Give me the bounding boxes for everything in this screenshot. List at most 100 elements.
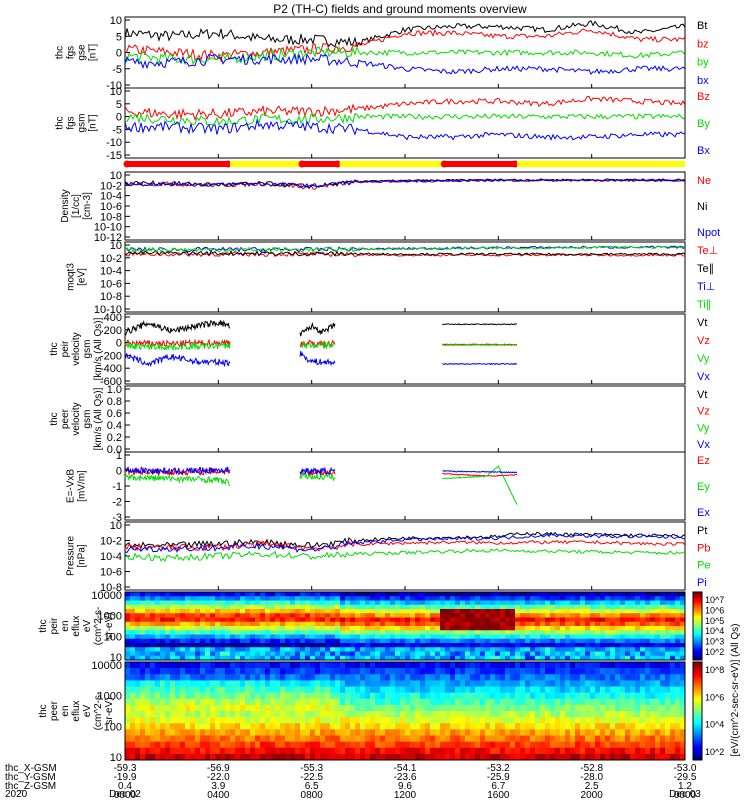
- peer_spec-cell: [470, 674, 476, 681]
- peer_spec-cell: [485, 723, 491, 730]
- peir_spec-cell: [520, 609, 526, 614]
- peer_spec-cell: [365, 680, 371, 687]
- peer_spec-cell: [645, 735, 651, 742]
- peir_spec-cell: [185, 655, 191, 661]
- peir_spec-cell: [210, 638, 216, 644]
- peir_spec-cell: [290, 600, 296, 606]
- peir_spec-cell: [535, 613, 541, 618]
- peir_spec-cell: [500, 617, 506, 623]
- peir_spec-cell: [600, 647, 606, 652]
- peir_spec-cell: [460, 630, 466, 635]
- peir_spec-cell: [230, 626, 236, 631]
- peir_spec-cell: [295, 651, 301, 657]
- peer_spec-cell: [290, 680, 296, 687]
- peer_spec-cell: [440, 717, 446, 724]
- peer_spec-cell: [495, 741, 501, 749]
- peir_spec-cell: [650, 621, 656, 627]
- peir_spec-cell: [420, 604, 426, 610]
- peir_spec-cell: [265, 596, 271, 601]
- peir_spec-cell: [190, 613, 196, 618]
- peer_spec-cell: [360, 668, 366, 675]
- peir_spec-cell: [610, 617, 616, 623]
- peir_spec-cell: [225, 651, 231, 657]
- peer_spec-cell: [415, 680, 421, 687]
- peir_spec-cell: [615, 621, 621, 627]
- peer_spec-cell: [220, 680, 226, 687]
- peir_spec-cell: [425, 630, 431, 635]
- peir_spec-cell: [595, 651, 601, 657]
- peer_spec-cell: [175, 741, 181, 749]
- peer_spec-cell: [405, 662, 411, 669]
- peer_spec-cell: [180, 662, 186, 669]
- peer_spec-cell: [635, 668, 641, 675]
- peir_spec-cell: [395, 604, 401, 610]
- peir_spec-cell: [270, 604, 276, 610]
- peir_spec-cell: [250, 651, 256, 657]
- peir_spec-cell: [650, 634, 656, 640]
- peir_spec-cell: [295, 647, 301, 652]
- peir_spec-cell: [505, 604, 511, 610]
- peir_spec-cell: [580, 604, 586, 610]
- peir_spec-cell: [200, 600, 206, 606]
- peer_spec-cell: [465, 680, 471, 687]
- peer_spec-cell: [280, 662, 286, 669]
- peer_spec-cell: [200, 698, 206, 706]
- peer_spec-cell: [565, 686, 571, 693]
- peir_spec-cell: [560, 609, 566, 614]
- peer_spec-cell: [300, 753, 306, 761]
- peir_spec-cell: [295, 596, 301, 601]
- peir_spec-cell: [520, 626, 526, 631]
- peer_spec-cell: [645, 741, 651, 749]
- peir_spec-cell: [580, 626, 586, 631]
- peir_spec-cell: [650, 647, 656, 652]
- peir_spec-cell: [285, 609, 291, 614]
- peir_spec-cell: [230, 600, 236, 606]
- peer_spec-cell: [385, 662, 391, 669]
- peir_spec-cell: [175, 634, 181, 640]
- peer_spec-cell: [610, 735, 616, 742]
- peer_spec-cell: [665, 674, 671, 681]
- peir_spec-cell: [215, 626, 221, 631]
- peer_spec-cell: [465, 704, 471, 712]
- peer_spec-cell: [615, 680, 621, 687]
- peer_spec-cell: [480, 741, 486, 749]
- peir_spec-cell: [610, 643, 616, 648]
- peer_spec-cell: [135, 723, 141, 730]
- peer_spec-cell: [545, 753, 551, 761]
- peir_spec-cell: [325, 647, 331, 652]
- peer_spec-cell: [415, 662, 421, 669]
- peer_spec-cell: [660, 668, 666, 675]
- peer_spec-cell: [270, 735, 276, 742]
- peir_spec-cell: [165, 626, 171, 631]
- peer_spec-cell: [375, 729, 381, 736]
- peer_velocity-ylabel-line: gsm: [82, 410, 93, 429]
- peer_spec-cell: [175, 662, 181, 669]
- peir_spec-cell: [205, 600, 211, 606]
- peer_spec-cell: [600, 741, 606, 749]
- peir_spec-cell: [220, 609, 226, 614]
- peer_spec-cell: [435, 698, 441, 706]
- peer_spec-cell: [190, 704, 196, 712]
- peir_spec-cell: [365, 604, 371, 610]
- peir_spec-cell: [520, 647, 526, 652]
- peer_spec-cell: [130, 680, 136, 687]
- peer_spec-cell: [515, 704, 521, 712]
- peer_spec-cell: [585, 753, 591, 761]
- peer_spec-cell: [425, 668, 431, 675]
- peir_spec-cell: [345, 655, 351, 661]
- peir_spec-cell: [315, 647, 321, 652]
- peir_spec-cell: [255, 626, 261, 631]
- peer_spec-cell: [545, 723, 551, 730]
- peer_spec-cell: [625, 668, 631, 675]
- peer_spec-cell: [240, 753, 246, 761]
- peir_spec-cell: [200, 613, 206, 618]
- peir_spec-cell: [450, 638, 456, 644]
- peir_spec-cell: [300, 638, 306, 644]
- peir_spec-cell: [580, 617, 586, 623]
- peer_spec-cell: [575, 680, 581, 687]
- peer_spec-cell: [215, 686, 221, 693]
- peer_spec-cell: [205, 741, 211, 749]
- peir_spec-cell: [220, 630, 226, 635]
- peir_spec-cell: [200, 617, 206, 623]
